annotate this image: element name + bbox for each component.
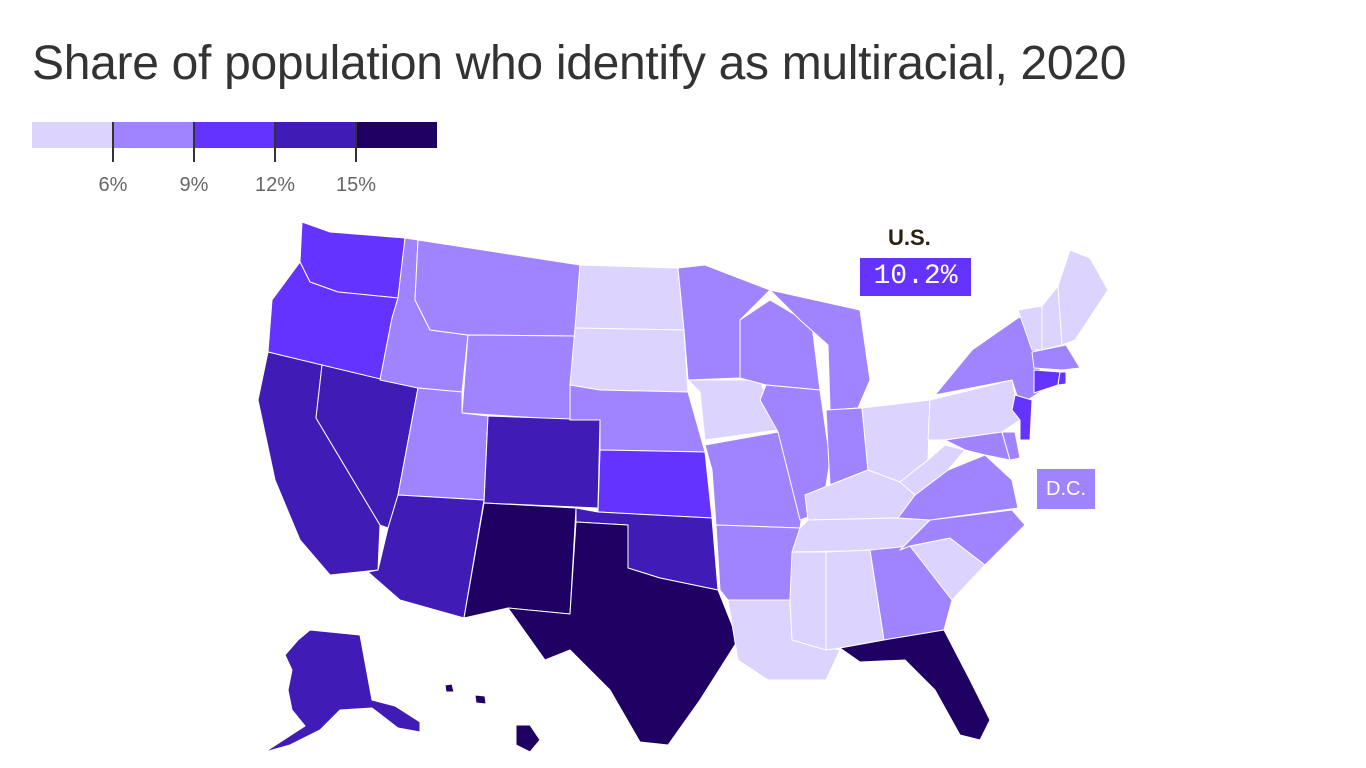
legend-tick bbox=[355, 122, 357, 162]
legend-tick bbox=[112, 122, 114, 162]
state-mt[interactable] bbox=[414, 239, 581, 337]
state-nm[interactable] bbox=[463, 502, 577, 619]
state-ri[interactable] bbox=[1057, 371, 1067, 386]
legend-tick bbox=[193, 122, 195, 162]
state-nd[interactable] bbox=[574, 264, 685, 331]
legend-swatch-3 bbox=[194, 122, 275, 148]
legend-swatch-1 bbox=[32, 122, 113, 148]
us-average-value: 10.2% bbox=[860, 258, 971, 296]
state-ak[interactable] bbox=[264, 629, 421, 753]
dc-label[interactable]: D.C. bbox=[1037, 469, 1095, 509]
state-co[interactable] bbox=[483, 415, 601, 509]
legend-label: 6% bbox=[98, 174, 128, 196]
state-hi-island[interactable] bbox=[444, 683, 455, 693]
chart-title: Share of population who identify as mult… bbox=[32, 37, 1127, 90]
us-average-label: U.S. bbox=[888, 225, 931, 250]
legend-label: 15% bbox=[335, 174, 377, 196]
state-de[interactable] bbox=[1001, 431, 1021, 461]
state-wy[interactable] bbox=[461, 334, 576, 421]
legend-label: 12% bbox=[254, 174, 296, 196]
state-va[interactable] bbox=[897, 454, 1019, 521]
state-tx[interactable] bbox=[507, 521, 739, 746]
state-ks[interactable] bbox=[597, 449, 713, 519]
state-ar[interactable] bbox=[715, 524, 801, 601]
legend-tick bbox=[274, 122, 276, 162]
legend-swatch-4 bbox=[275, 122, 356, 148]
state-sd[interactable] bbox=[569, 327, 689, 393]
state-me[interactable] bbox=[1057, 249, 1109, 346]
color-legend: 6% 9% 12% 15% bbox=[32, 122, 437, 196]
legend-label: 9% bbox=[179, 174, 209, 196]
state-ms[interactable] bbox=[789, 551, 827, 651]
legend-swatch-2 bbox=[113, 122, 194, 148]
state-ma[interactable] bbox=[1031, 344, 1081, 371]
state-ct[interactable] bbox=[1033, 369, 1061, 394]
state-hi-island[interactable] bbox=[474, 694, 487, 705]
state-nj[interactable] bbox=[1011, 394, 1033, 441]
state-hi[interactable] bbox=[515, 724, 541, 753]
legend-swatch-5 bbox=[356, 122, 437, 148]
state-fl[interactable] bbox=[839, 629, 991, 741]
state-md[interactable] bbox=[944, 431, 1011, 461]
